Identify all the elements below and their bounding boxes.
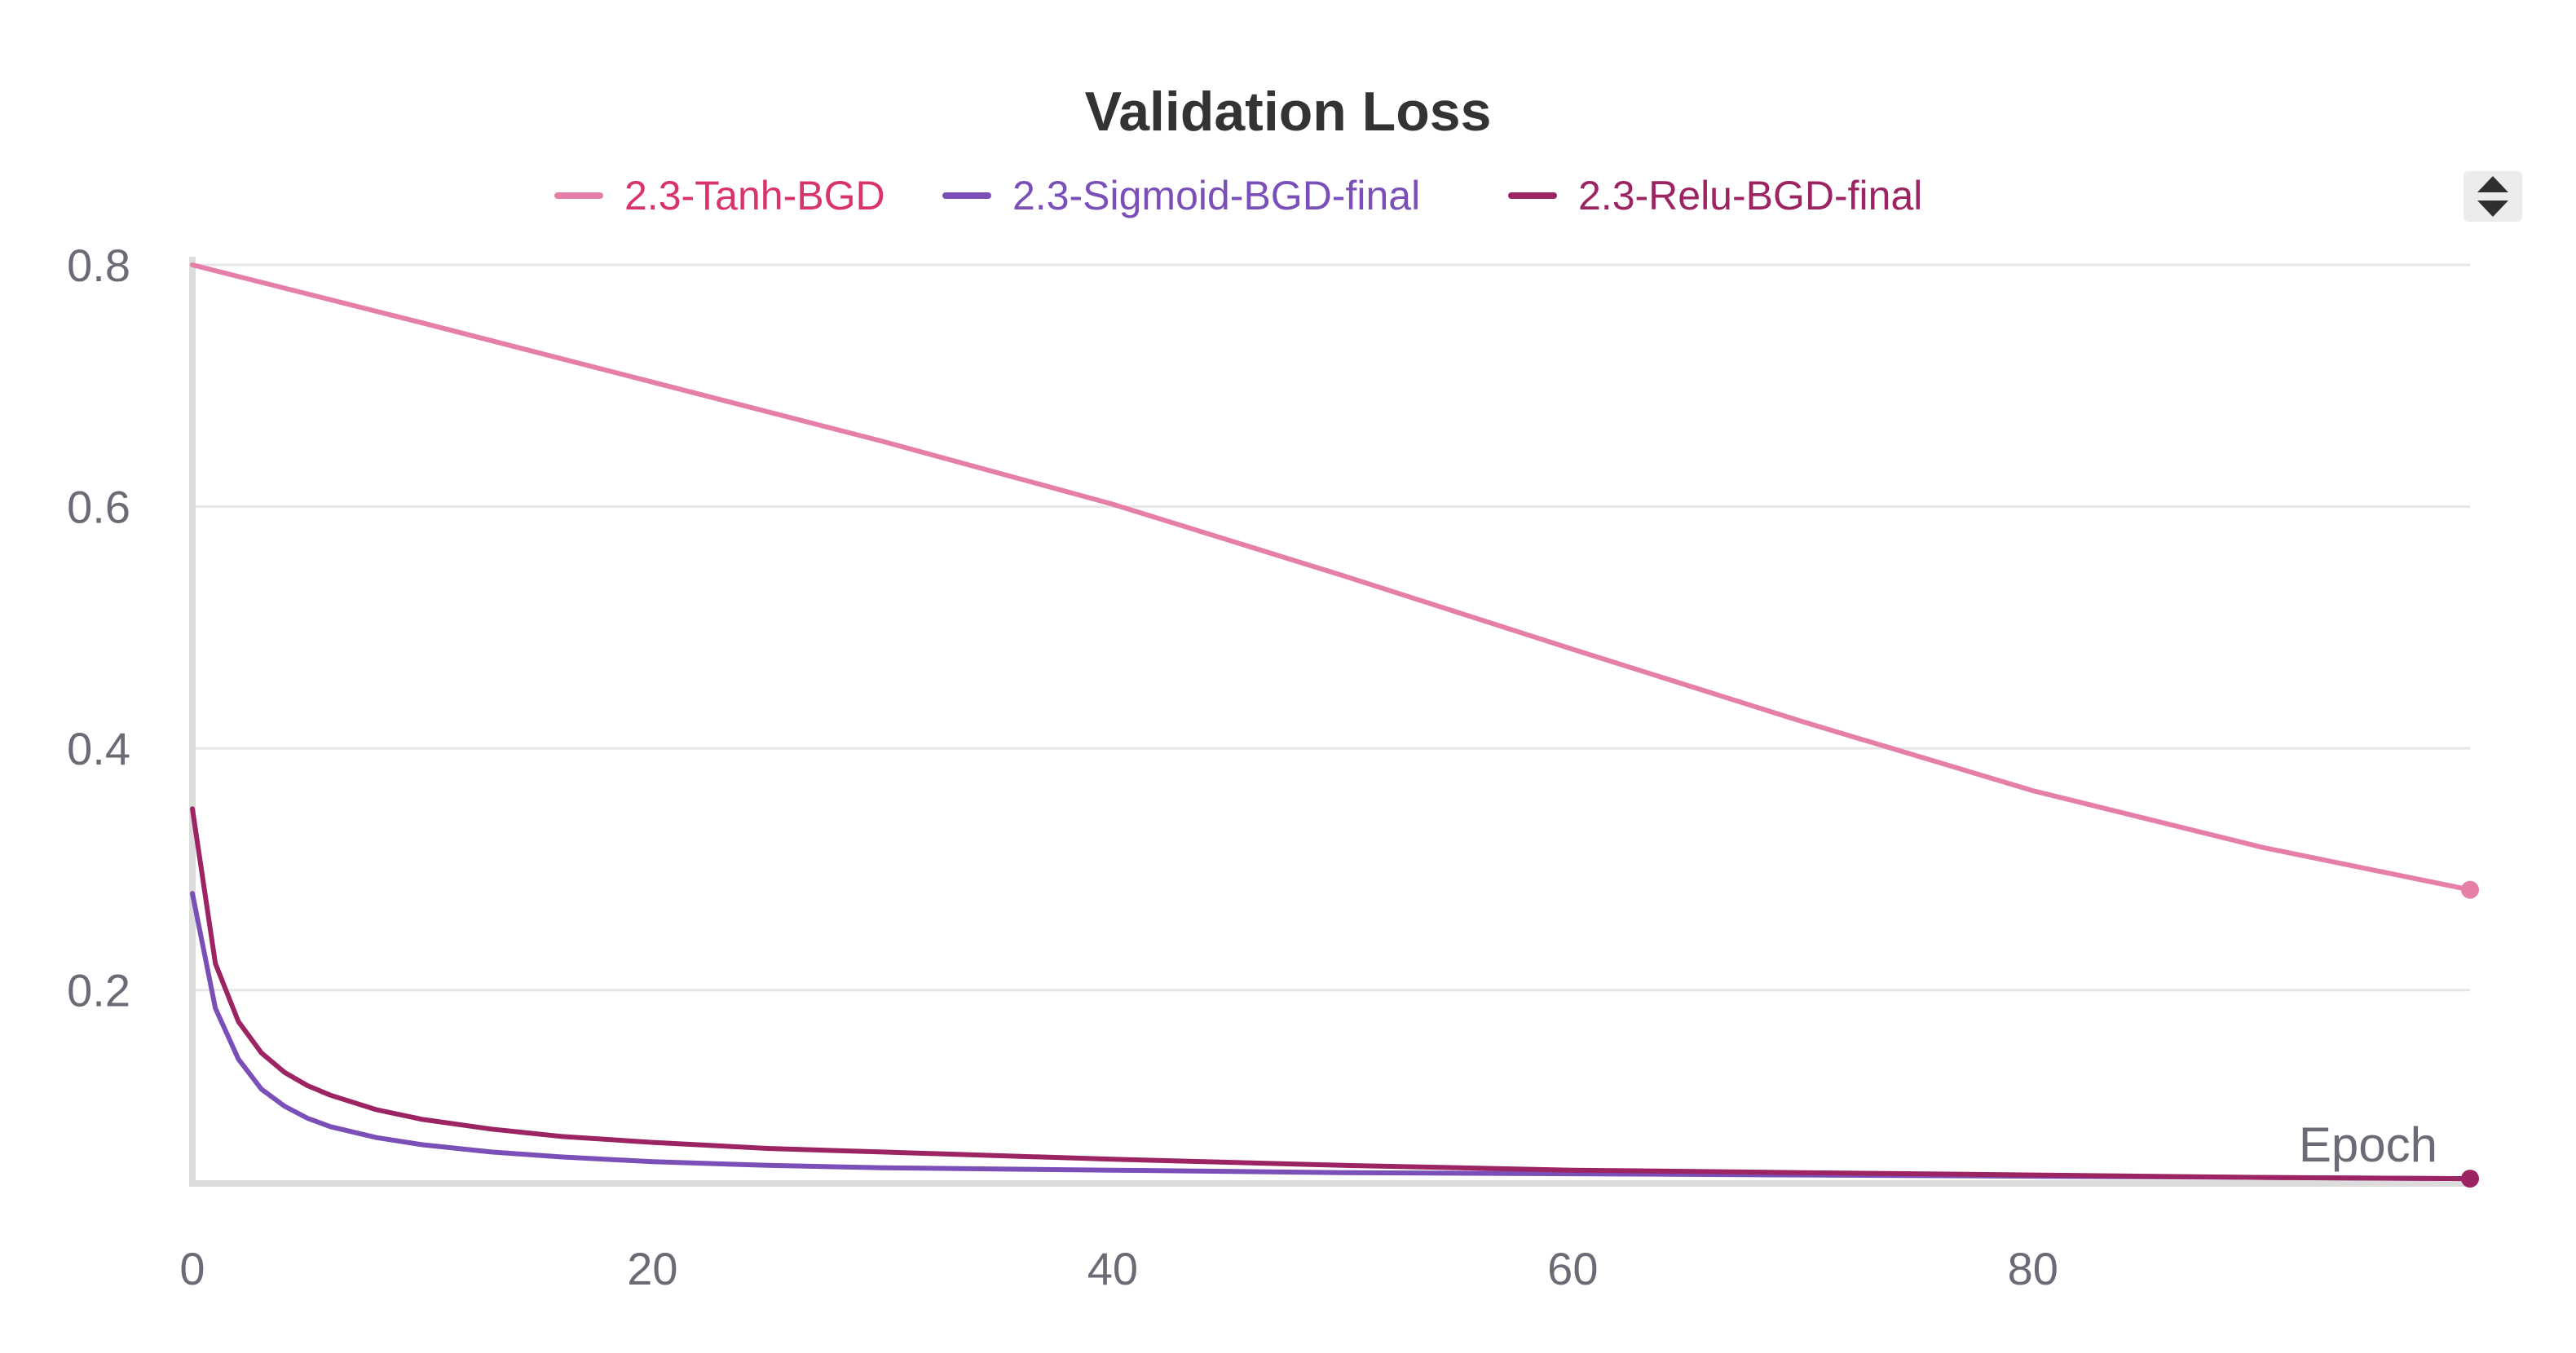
chart-title: Validation Loss bbox=[1085, 81, 1492, 143]
y-tick-label: 0.8 bbox=[67, 240, 130, 291]
x-axis-label: Epoch bbox=[2299, 1117, 2437, 1172]
x-tick-label: 20 bbox=[627, 1243, 677, 1294]
y-tick-label: 0.6 bbox=[67, 482, 130, 533]
x-tick-label: 80 bbox=[2008, 1243, 2058, 1294]
series-end-point-2 bbox=[2461, 1170, 2479, 1188]
legend-scroll-icon[interactable] bbox=[2464, 171, 2522, 222]
y-tick-label: 0.2 bbox=[67, 965, 130, 1016]
legend-item[interactable]: 2.3-Tanh-BGD bbox=[554, 173, 885, 218]
y-tick-label: 0.4 bbox=[67, 723, 130, 774]
legend-item[interactable]: 2.3-Relu-BGD-final bbox=[1508, 173, 1922, 218]
series-line-2 bbox=[190, 806, 2472, 1182]
x-tick-label: 0 bbox=[179, 1243, 205, 1294]
gridlines bbox=[192, 263, 2470, 992]
series-end-point-0 bbox=[2461, 880, 2479, 899]
series-line-1 bbox=[190, 891, 2472, 1182]
legend-label: 2.3-Sigmoid-BGD-final bbox=[1012, 173, 1420, 218]
legend-item[interactable]: 2.3-Sigmoid-BGD-final bbox=[942, 173, 1420, 218]
series-line-0 bbox=[190, 262, 2472, 892]
y-axis-ticks: 0.2 0.4 0.6 0.8 bbox=[67, 240, 130, 1016]
legend-label: 2.3-Relu-BGD-final bbox=[1578, 173, 1922, 218]
legend: 2.3-Tanh-BGD 2.3-Sigmoid-BGD-final 2.3-Rel… bbox=[554, 173, 1922, 218]
series-lines bbox=[190, 262, 2479, 1188]
x-tick-label: 60 bbox=[1547, 1243, 1598, 1294]
legend-label: 2.3-Tanh-BGD bbox=[624, 173, 885, 218]
x-tick-label: 40 bbox=[1087, 1243, 1138, 1294]
